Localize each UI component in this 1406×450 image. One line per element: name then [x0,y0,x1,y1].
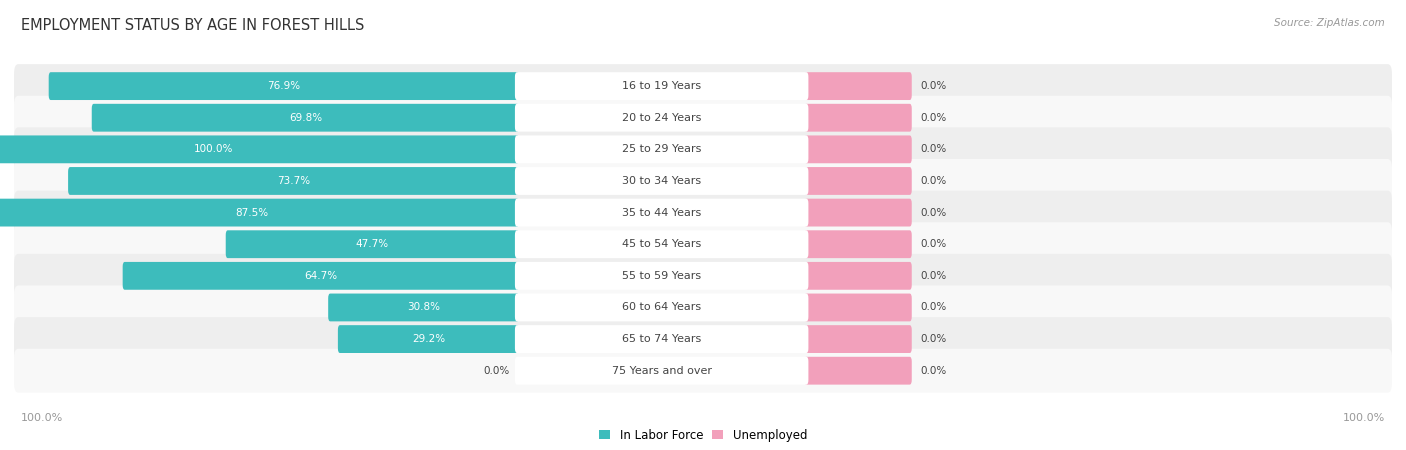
FancyBboxPatch shape [91,104,519,132]
Text: 64.7%: 64.7% [304,271,337,281]
FancyBboxPatch shape [804,167,911,195]
Text: 25 to 29 Years: 25 to 29 Years [621,144,702,154]
Text: 0.0%: 0.0% [921,144,948,154]
FancyBboxPatch shape [804,325,911,353]
FancyBboxPatch shape [515,357,808,385]
FancyBboxPatch shape [515,262,808,290]
FancyBboxPatch shape [515,104,808,132]
Text: 0.0%: 0.0% [921,176,948,186]
FancyBboxPatch shape [14,317,1392,361]
Legend: In Labor Force, Unemployed: In Labor Force, Unemployed [593,424,813,446]
FancyBboxPatch shape [67,167,519,195]
Text: 0.0%: 0.0% [921,302,948,312]
FancyBboxPatch shape [515,325,808,353]
Text: 45 to 54 Years: 45 to 54 Years [621,239,702,249]
FancyBboxPatch shape [226,230,519,258]
Text: 73.7%: 73.7% [277,176,311,186]
FancyBboxPatch shape [804,104,911,132]
FancyBboxPatch shape [122,262,519,290]
Text: 76.9%: 76.9% [267,81,301,91]
Text: 0.0%: 0.0% [921,81,948,91]
FancyBboxPatch shape [515,167,808,195]
FancyBboxPatch shape [515,230,808,258]
Text: 0.0%: 0.0% [921,366,948,376]
Text: EMPLOYMENT STATUS BY AGE IN FOREST HILLS: EMPLOYMENT STATUS BY AGE IN FOREST HILLS [21,18,364,33]
FancyBboxPatch shape [14,96,1392,140]
FancyBboxPatch shape [804,293,911,321]
Text: 35 to 44 Years: 35 to 44 Years [621,207,702,218]
FancyBboxPatch shape [14,285,1392,329]
Text: 0.0%: 0.0% [921,207,948,218]
FancyBboxPatch shape [515,135,808,163]
FancyBboxPatch shape [328,293,519,321]
Text: 87.5%: 87.5% [235,207,269,218]
Text: 100.0%: 100.0% [194,144,233,154]
Text: Source: ZipAtlas.com: Source: ZipAtlas.com [1274,18,1385,28]
Text: 60 to 64 Years: 60 to 64 Years [621,302,702,312]
FancyBboxPatch shape [515,199,808,226]
FancyBboxPatch shape [14,64,1392,108]
FancyBboxPatch shape [804,357,911,385]
FancyBboxPatch shape [804,135,911,163]
FancyBboxPatch shape [337,325,519,353]
FancyBboxPatch shape [515,293,808,321]
FancyBboxPatch shape [0,199,519,226]
Text: 55 to 59 Years: 55 to 59 Years [621,271,702,281]
FancyBboxPatch shape [14,159,1392,203]
FancyBboxPatch shape [14,254,1392,298]
FancyBboxPatch shape [804,199,911,226]
FancyBboxPatch shape [0,135,519,163]
Text: 0.0%: 0.0% [921,334,948,344]
Text: 29.2%: 29.2% [412,334,446,344]
Text: 20 to 24 Years: 20 to 24 Years [621,113,702,123]
FancyBboxPatch shape [14,191,1392,234]
FancyBboxPatch shape [49,72,519,100]
Text: 0.0%: 0.0% [921,271,948,281]
Text: 100.0%: 100.0% [1343,413,1385,423]
Text: 47.7%: 47.7% [356,239,389,249]
FancyBboxPatch shape [515,72,808,100]
Text: 100.0%: 100.0% [21,413,63,423]
FancyBboxPatch shape [804,262,911,290]
Text: 30 to 34 Years: 30 to 34 Years [621,176,702,186]
FancyBboxPatch shape [804,72,911,100]
FancyBboxPatch shape [14,127,1392,171]
Text: 16 to 19 Years: 16 to 19 Years [621,81,702,91]
Text: 69.8%: 69.8% [288,113,322,123]
Text: 75 Years and over: 75 Years and over [612,366,711,376]
Text: 65 to 74 Years: 65 to 74 Years [621,334,702,344]
FancyBboxPatch shape [14,349,1392,393]
Text: 30.8%: 30.8% [408,302,440,312]
FancyBboxPatch shape [14,222,1392,266]
Text: 0.0%: 0.0% [921,239,948,249]
FancyBboxPatch shape [804,230,911,258]
Text: 0.0%: 0.0% [921,113,948,123]
Text: 0.0%: 0.0% [484,366,510,376]
